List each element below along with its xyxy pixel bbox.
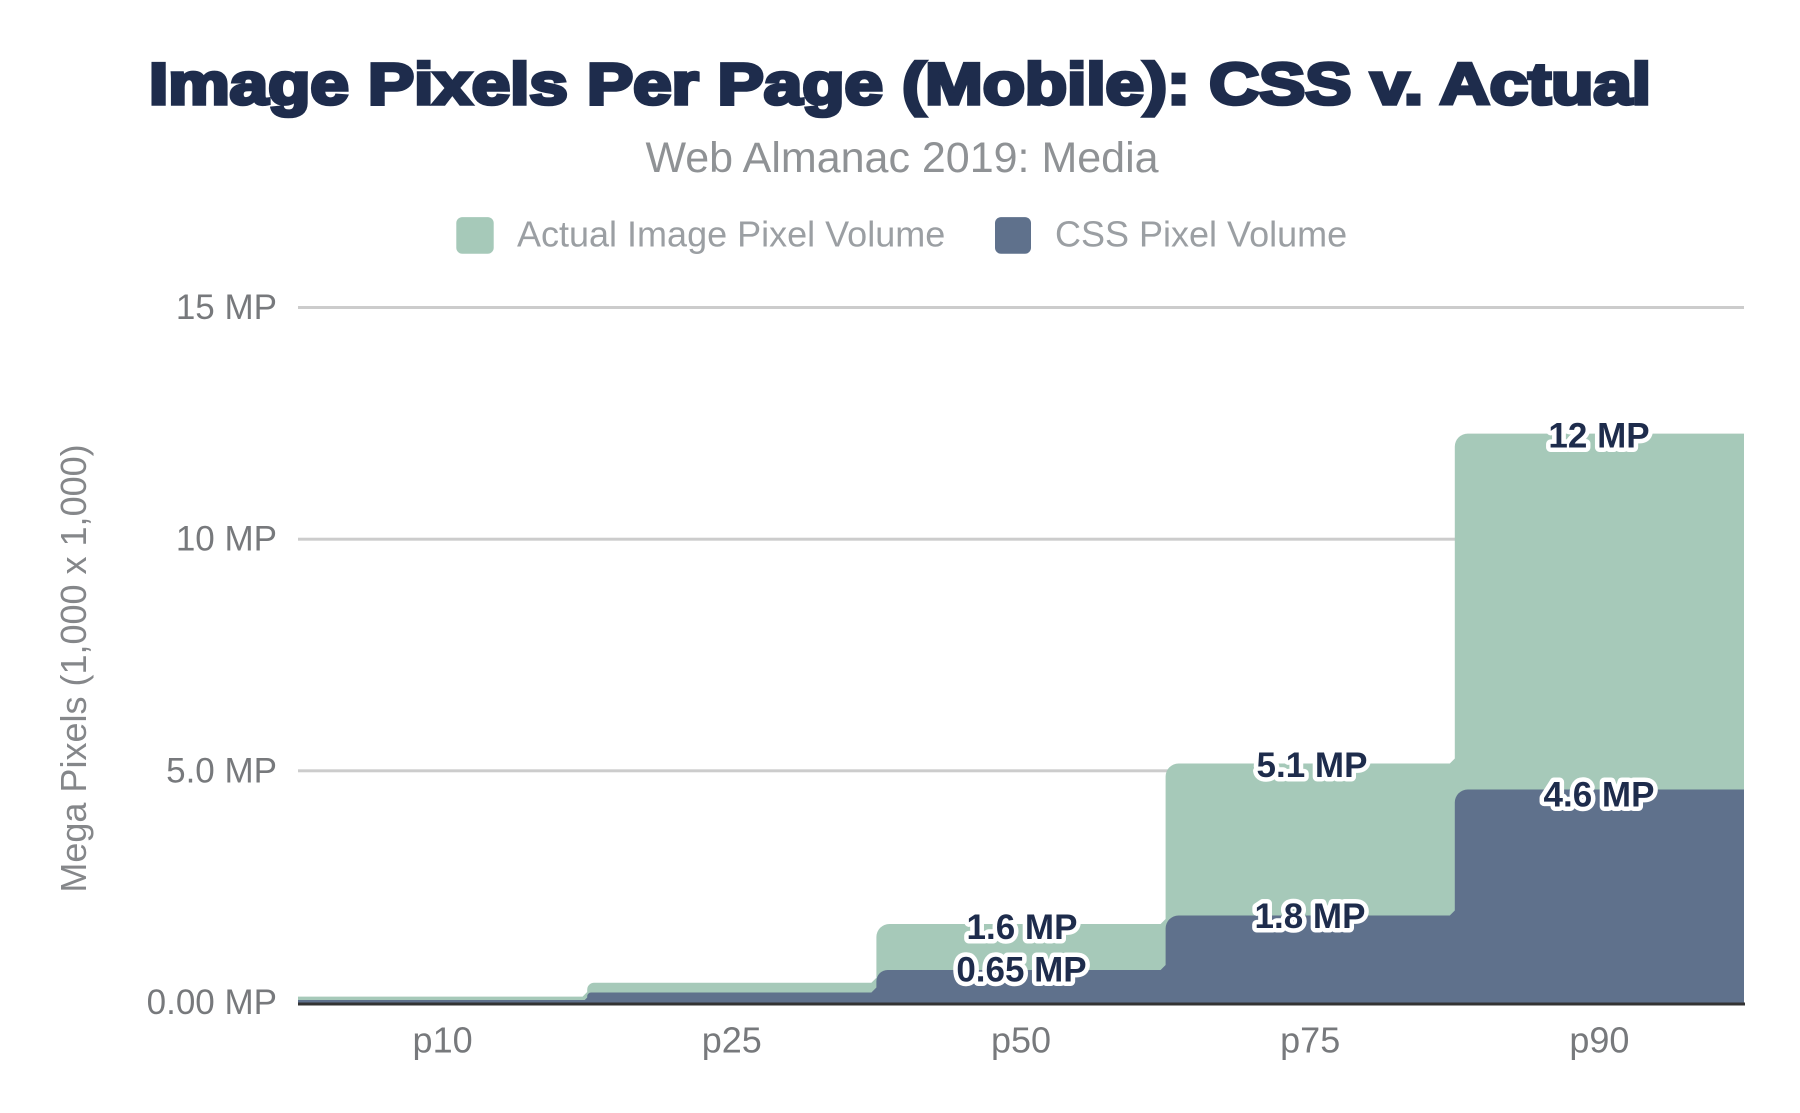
svg-text:4.6 MP: 4.6 MP [1544, 776, 1655, 815]
svg-text:1.8 MP: 1.8 MP [1255, 897, 1366, 936]
svg-text:CSS Pixel Volume: CSS Pixel Volume [1055, 213, 1347, 254]
svg-text:Web Almanac 2019: Media: Web Almanac 2019: Media [645, 134, 1158, 182]
svg-text:Actual Image Pixel Volume: Actual Image Pixel Volume [517, 213, 945, 254]
svg-text:p10: p10 [413, 1020, 473, 1061]
svg-text:0.65 MP: 0.65 MP [956, 950, 1086, 989]
svg-text:15 MP: 15 MP [176, 288, 277, 327]
svg-text:5.1 MP: 5.1 MP [1257, 746, 1368, 785]
svg-text:Image Pixels Per Page (Mobile): Image Pixels Per Page (Mobile): CSS v. A… [149, 52, 1651, 117]
svg-text:5.0 MP: 5.0 MP [166, 751, 277, 790]
svg-text:p50: p50 [991, 1020, 1051, 1061]
svg-text:1.6 MP: 1.6 MP [967, 908, 1078, 947]
svg-text:12 MP: 12 MP [1548, 417, 1649, 456]
svg-text:Mega Pixels (1,000 x 1,000): Mega Pixels (1,000 x 1,000) [53, 444, 94, 892]
svg-text:10 MP: 10 MP [176, 520, 277, 559]
svg-text:p25: p25 [702, 1020, 762, 1061]
svg-text:0.00 MP: 0.00 MP [147, 983, 277, 1022]
svg-text:p75: p75 [1280, 1020, 1340, 1061]
svg-text:p90: p90 [1569, 1020, 1629, 1061]
